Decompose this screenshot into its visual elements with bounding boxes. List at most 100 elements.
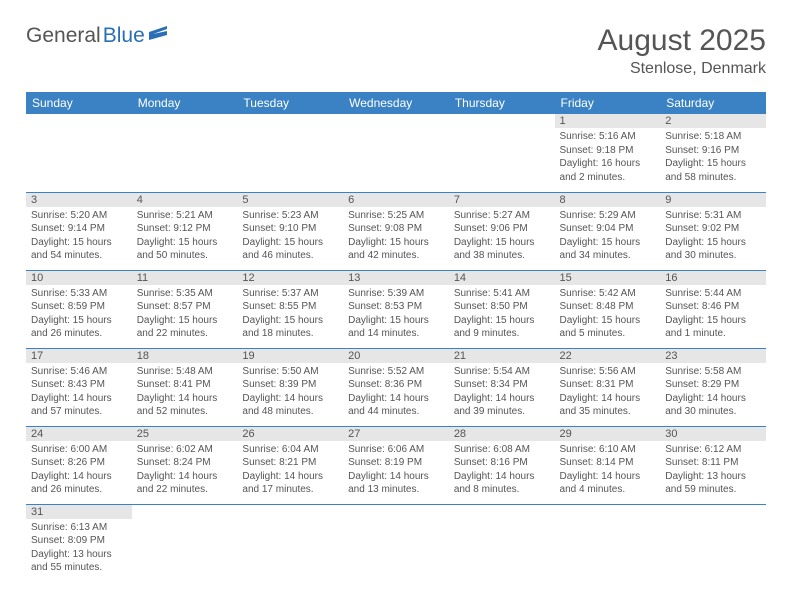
day-number: 6 xyxy=(343,193,449,207)
day-details: Sunrise: 6:13 AMSunset: 8:09 PMDaylight:… xyxy=(26,519,132,578)
sunset-line: Sunset: 9:06 PM xyxy=(454,222,550,236)
sunrise-line: Sunrise: 6:06 AM xyxy=(348,443,444,457)
daylight-line: Daylight: 14 hours and 13 minutes. xyxy=(348,470,444,497)
calendar-cell: 23Sunrise: 5:58 AMSunset: 8:29 PMDayligh… xyxy=(660,348,766,426)
day-details: Sunrise: 5:33 AMSunset: 8:59 PMDaylight:… xyxy=(26,285,132,344)
day-number: 30 xyxy=(660,427,766,441)
day-details: Sunrise: 5:52 AMSunset: 8:36 PMDaylight:… xyxy=(343,363,449,422)
calendar-cell: 31Sunrise: 6:13 AMSunset: 8:09 PMDayligh… xyxy=(26,504,132,582)
daylight-line: Daylight: 15 hours and 5 minutes. xyxy=(560,314,656,341)
calendar-row: 17Sunrise: 5:46 AMSunset: 8:43 PMDayligh… xyxy=(26,348,766,426)
sunrise-line: Sunrise: 6:00 AM xyxy=(31,443,127,457)
header: GeneralBlue August 2025 Stenlose, Denmar… xyxy=(26,24,766,78)
daylight-line: Daylight: 15 hours and 50 minutes. xyxy=(137,236,233,263)
location: Stenlose, Denmark xyxy=(598,60,766,78)
sunset-line: Sunset: 9:18 PM xyxy=(560,144,656,158)
day-details: Sunrise: 6:00 AMSunset: 8:26 PMDaylight:… xyxy=(26,441,132,500)
day-header: Monday xyxy=(132,92,238,114)
logo-text-blue: Blue xyxy=(103,24,145,48)
calendar-cell: 20Sunrise: 5:52 AMSunset: 8:36 PMDayligh… xyxy=(343,348,449,426)
sunset-line: Sunset: 8:41 PM xyxy=(137,378,233,392)
day-details: Sunrise: 5:18 AMSunset: 9:16 PMDaylight:… xyxy=(660,128,766,187)
calendar-row: 31Sunrise: 6:13 AMSunset: 8:09 PMDayligh… xyxy=(26,504,766,582)
sunset-line: Sunset: 8:55 PM xyxy=(242,300,338,314)
day-details: Sunrise: 6:04 AMSunset: 8:21 PMDaylight:… xyxy=(237,441,343,500)
daylight-line: Daylight: 14 hours and 8 minutes. xyxy=(454,470,550,497)
day-number: 11 xyxy=(132,271,238,285)
sunset-line: Sunset: 9:02 PM xyxy=(665,222,761,236)
daylight-line: Daylight: 16 hours and 2 minutes. xyxy=(560,157,656,184)
calendar-row: 24Sunrise: 6:00 AMSunset: 8:26 PMDayligh… xyxy=(26,426,766,504)
calendar-cell: 2Sunrise: 5:18 AMSunset: 9:16 PMDaylight… xyxy=(660,114,766,192)
day-details: Sunrise: 5:50 AMSunset: 8:39 PMDaylight:… xyxy=(237,363,343,422)
day-header: Wednesday xyxy=(343,92,449,114)
day-details: Sunrise: 5:31 AMSunset: 9:02 PMDaylight:… xyxy=(660,207,766,266)
day-number: 2 xyxy=(660,114,766,128)
calendar-cell: 21Sunrise: 5:54 AMSunset: 8:34 PMDayligh… xyxy=(449,348,555,426)
day-details: Sunrise: 5:54 AMSunset: 8:34 PMDaylight:… xyxy=(449,363,555,422)
sunrise-line: Sunrise: 6:13 AM xyxy=(31,521,127,535)
day-details: Sunrise: 6:08 AMSunset: 8:16 PMDaylight:… xyxy=(449,441,555,500)
calendar-cell xyxy=(132,114,238,192)
calendar-cell xyxy=(343,504,449,582)
day-details: Sunrise: 5:44 AMSunset: 8:46 PMDaylight:… xyxy=(660,285,766,344)
calendar-cell: 14Sunrise: 5:41 AMSunset: 8:50 PMDayligh… xyxy=(449,270,555,348)
calendar-cell: 28Sunrise: 6:08 AMSunset: 8:16 PMDayligh… xyxy=(449,426,555,504)
daylight-line: Daylight: 14 hours and 35 minutes. xyxy=(560,392,656,419)
sunrise-line: Sunrise: 5:29 AM xyxy=(560,209,656,223)
calendar-cell: 10Sunrise: 5:33 AMSunset: 8:59 PMDayligh… xyxy=(26,270,132,348)
calendar-cell xyxy=(449,114,555,192)
daylight-line: Daylight: 15 hours and 42 minutes. xyxy=(348,236,444,263)
day-details: Sunrise: 5:20 AMSunset: 9:14 PMDaylight:… xyxy=(26,207,132,266)
calendar-cell: 4Sunrise: 5:21 AMSunset: 9:12 PMDaylight… xyxy=(132,192,238,270)
calendar-cell xyxy=(660,504,766,582)
day-header: Tuesday xyxy=(237,92,343,114)
day-number: 31 xyxy=(26,505,132,519)
day-number: 28 xyxy=(449,427,555,441)
sunrise-line: Sunrise: 6:08 AM xyxy=(454,443,550,457)
sunset-line: Sunset: 9:08 PM xyxy=(348,222,444,236)
daylight-line: Daylight: 14 hours and 17 minutes. xyxy=(242,470,338,497)
sunset-line: Sunset: 8:21 PM xyxy=(242,456,338,470)
day-number: 20 xyxy=(343,349,449,363)
day-number: 5 xyxy=(237,193,343,207)
daylight-line: Daylight: 15 hours and 18 minutes. xyxy=(242,314,338,341)
sunrise-line: Sunrise: 5:39 AM xyxy=(348,287,444,301)
daylight-line: Daylight: 15 hours and 46 minutes. xyxy=(242,236,338,263)
day-details: Sunrise: 6:10 AMSunset: 8:14 PMDaylight:… xyxy=(555,441,661,500)
sunrise-line: Sunrise: 5:46 AM xyxy=(31,365,127,379)
calendar-cell xyxy=(237,504,343,582)
day-number: 25 xyxy=(132,427,238,441)
sunset-line: Sunset: 8:43 PM xyxy=(31,378,127,392)
sunrise-line: Sunrise: 5:41 AM xyxy=(454,287,550,301)
calendar-cell: 26Sunrise: 6:04 AMSunset: 8:21 PMDayligh… xyxy=(237,426,343,504)
calendar-cell: 25Sunrise: 6:02 AMSunset: 8:24 PMDayligh… xyxy=(132,426,238,504)
month-title: August 2025 xyxy=(598,24,766,58)
day-number: 13 xyxy=(343,271,449,285)
day-details: Sunrise: 5:23 AMSunset: 9:10 PMDaylight:… xyxy=(237,207,343,266)
calendar-row: 3Sunrise: 5:20 AMSunset: 9:14 PMDaylight… xyxy=(26,192,766,270)
sunset-line: Sunset: 8:09 PM xyxy=(31,534,127,548)
day-number: 24 xyxy=(26,427,132,441)
sunset-line: Sunset: 8:53 PM xyxy=(348,300,444,314)
daylight-line: Daylight: 15 hours and 58 minutes. xyxy=(665,157,761,184)
day-number: 16 xyxy=(660,271,766,285)
sunset-line: Sunset: 8:31 PM xyxy=(560,378,656,392)
day-header: Friday xyxy=(555,92,661,114)
calendar-cell xyxy=(132,504,238,582)
daylight-line: Daylight: 14 hours and 48 minutes. xyxy=(242,392,338,419)
sunset-line: Sunset: 8:14 PM xyxy=(560,456,656,470)
day-details: Sunrise: 5:35 AMSunset: 8:57 PMDaylight:… xyxy=(132,285,238,344)
daylight-line: Daylight: 13 hours and 55 minutes. xyxy=(31,548,127,575)
sunset-line: Sunset: 8:34 PM xyxy=(454,378,550,392)
day-number: 19 xyxy=(237,349,343,363)
daylight-line: Daylight: 14 hours and 30 minutes. xyxy=(665,392,761,419)
calendar-cell: 11Sunrise: 5:35 AMSunset: 8:57 PMDayligh… xyxy=(132,270,238,348)
sunrise-line: Sunrise: 5:25 AM xyxy=(348,209,444,223)
daylight-line: Daylight: 14 hours and 57 minutes. xyxy=(31,392,127,419)
daylight-line: Daylight: 15 hours and 22 minutes. xyxy=(137,314,233,341)
day-number: 22 xyxy=(555,349,661,363)
title-block: August 2025 Stenlose, Denmark xyxy=(598,24,766,78)
day-details: Sunrise: 5:41 AMSunset: 8:50 PMDaylight:… xyxy=(449,285,555,344)
sunset-line: Sunset: 9:10 PM xyxy=(242,222,338,236)
